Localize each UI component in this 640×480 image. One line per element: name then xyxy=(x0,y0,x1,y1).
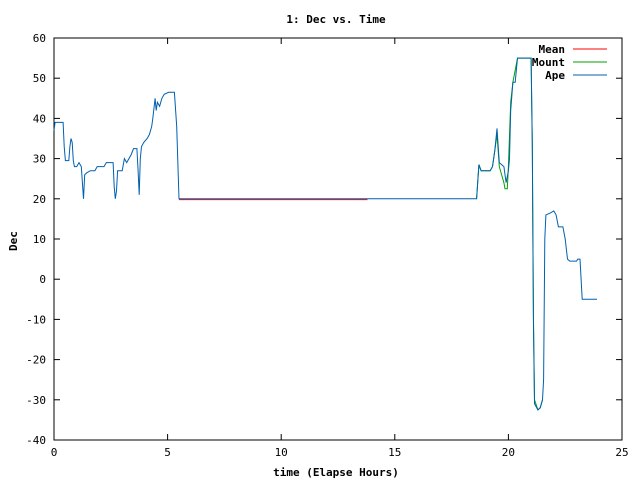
x-tick-label: 5 xyxy=(164,446,171,459)
plot-frame xyxy=(53,37,623,441)
y-tick-label: -20 xyxy=(26,354,46,367)
y-tick-label: 20 xyxy=(33,193,46,206)
y-tick-label: 50 xyxy=(33,72,46,85)
legend-label-ape: Ape xyxy=(545,69,565,82)
x-tick-label: 10 xyxy=(275,446,288,459)
x-axis-label: time (Elapse Hours) xyxy=(273,466,399,479)
series-line-ape xyxy=(53,57,597,411)
y-tick-label: 60 xyxy=(33,32,46,45)
legend-label-mean: Mean xyxy=(539,43,566,56)
y-tick-label: 10 xyxy=(33,233,46,246)
axis-ticks: 0 5 10 15 20 25 -40 -30 -20 -10 0 10 20 30 40 50 60 xyxy=(26,32,629,459)
x-tick-label: 0 xyxy=(51,446,58,459)
series-layer xyxy=(53,57,597,411)
chart-title: 1: Dec vs. Time xyxy=(286,13,386,26)
y-axis-label: Dec xyxy=(7,231,20,251)
y-tick-label: 30 xyxy=(33,153,46,166)
x-tick-label: 20 xyxy=(502,446,515,459)
legend-label-mount: Mount xyxy=(532,56,565,69)
y-tick-label: 40 xyxy=(33,112,46,125)
x-tick-label: 25 xyxy=(615,446,628,459)
y-tick-label: -10 xyxy=(26,313,46,326)
y-tick-label: -30 xyxy=(26,394,46,407)
y-tick-label: -40 xyxy=(26,434,46,447)
x-tick-label: 15 xyxy=(388,446,401,459)
y-tick-label: 0 xyxy=(39,273,46,286)
